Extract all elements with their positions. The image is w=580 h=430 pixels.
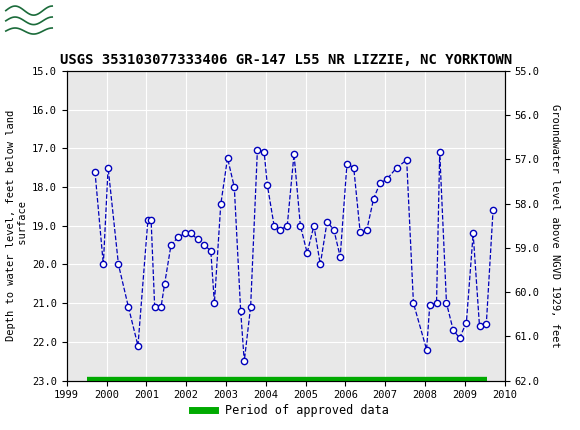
Text: USGS: USGS — [61, 9, 121, 28]
FancyBboxPatch shape — [3, 3, 55, 35]
Y-axis label: Groundwater level above NGVD 1929, feet: Groundwater level above NGVD 1929, feet — [550, 104, 560, 347]
Title: USGS 353103077333406 GR-147 L55 NR LIZZIE, NC YORKTOWN: USGS 353103077333406 GR-147 L55 NR LIZZI… — [60, 53, 512, 67]
Legend: Period of approved data: Period of approved data — [187, 399, 393, 422]
Y-axis label: Depth to water level, feet below land
 surface: Depth to water level, feet below land su… — [6, 110, 28, 341]
